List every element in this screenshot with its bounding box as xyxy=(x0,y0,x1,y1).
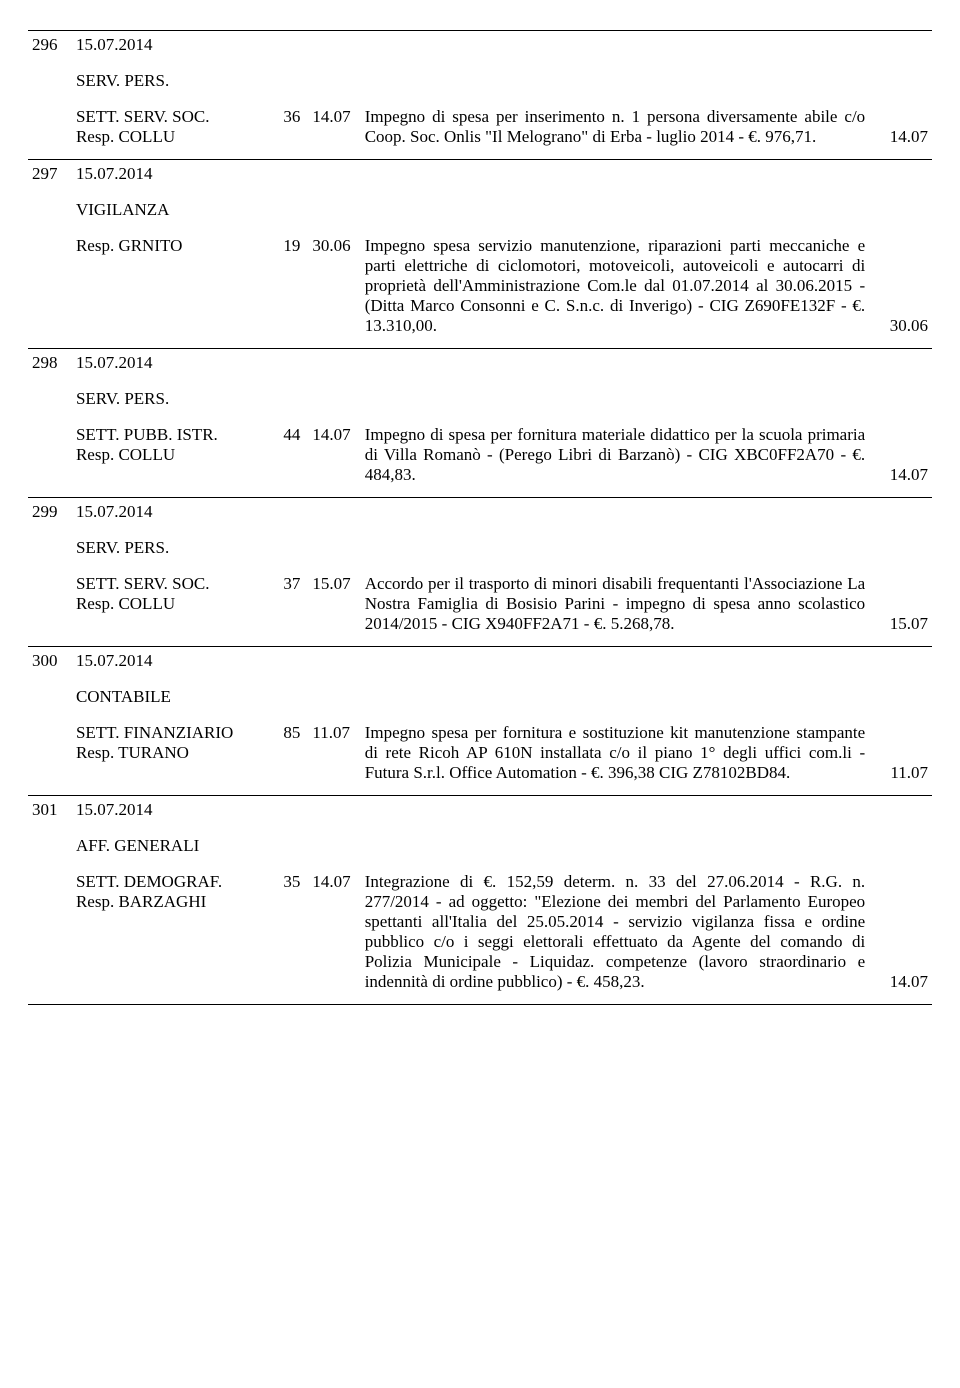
record-right-date: 14.07 xyxy=(869,103,932,160)
record-body: Impegno spesa per fornitura e sostituzio… xyxy=(361,719,869,796)
record-date: 15.07.2014 xyxy=(72,498,271,534)
record-col1: 36 xyxy=(271,103,309,160)
record-right-date: 30.06 xyxy=(869,232,932,349)
record-dept1: VIGILANZA xyxy=(72,196,271,232)
records-table: 29615.07.2014SERV. PERS.SETT. SERV. SOC.… xyxy=(28,30,932,1005)
record-body: Accordo per il trasporto di minori disab… xyxy=(361,570,869,647)
record-col2: 15.07 xyxy=(308,570,360,647)
record-dept1: CONTABILE xyxy=(72,683,271,719)
record-right-date: 14.07 xyxy=(869,421,932,498)
record-dept2-resp: SETT. SERV. SOC.Resp. COLLU xyxy=(72,570,271,647)
record-dept1: SERV. PERS. xyxy=(72,534,271,570)
record-col2: 30.06 xyxy=(308,232,360,349)
record-col2: 14.07 xyxy=(308,868,360,1005)
record-dept1: SERV. PERS. xyxy=(72,67,271,103)
record-number: 298 xyxy=(28,349,72,385)
record-col1: 35 xyxy=(271,868,309,1005)
record-col2: 14.07 xyxy=(308,103,360,160)
record-date: 15.07.2014 xyxy=(72,31,271,67)
record-dept2-resp: SETT. SERV. SOC.Resp. COLLU xyxy=(72,103,271,160)
record-col1: 44 xyxy=(271,421,309,498)
record-body: Impegno di spesa per inserimento n. 1 pe… xyxy=(361,103,869,160)
record-col1: 37 xyxy=(271,570,309,647)
record-col2: 11.07 xyxy=(308,719,360,796)
record-body: Impegno spesa servizio manutenzione, rip… xyxy=(361,232,869,349)
record-number: 301 xyxy=(28,796,72,832)
record-date: 15.07.2014 xyxy=(72,349,271,385)
record-col2: 14.07 xyxy=(308,421,360,498)
record-date: 15.07.2014 xyxy=(72,647,271,683)
record-number: 297 xyxy=(28,160,72,196)
record-col1: 85 xyxy=(271,719,309,796)
record-right-date: 11.07 xyxy=(869,719,932,796)
record-date: 15.07.2014 xyxy=(72,160,271,196)
record-dept2-resp: SETT. DEMOGRAF.Resp. BARZAGHI xyxy=(72,868,271,1005)
record-dept2-resp: SETT. PUBB. ISTR.Resp. COLLU xyxy=(72,421,271,498)
record-body: Impegno di spesa per fornitura materiale… xyxy=(361,421,869,498)
record-col1: 19 xyxy=(271,232,309,349)
record-right-date: 15.07 xyxy=(869,570,932,647)
record-right-date: 14.07 xyxy=(869,868,932,1005)
record-number: 299 xyxy=(28,498,72,534)
record-dept2-resp: Resp. GRNITO xyxy=(72,232,271,349)
record-number: 296 xyxy=(28,31,72,67)
record-body: Integrazione di €. 152,59 determ. n. 33 … xyxy=(361,868,869,1005)
record-dept2-resp: SETT. FINANZIARIOResp. TURANO xyxy=(72,719,271,796)
record-number: 300 xyxy=(28,647,72,683)
record-dept1: AFF. GENERALI xyxy=(72,832,271,868)
record-dept1: SERV. PERS. xyxy=(72,385,271,421)
record-date: 15.07.2014 xyxy=(72,796,271,832)
